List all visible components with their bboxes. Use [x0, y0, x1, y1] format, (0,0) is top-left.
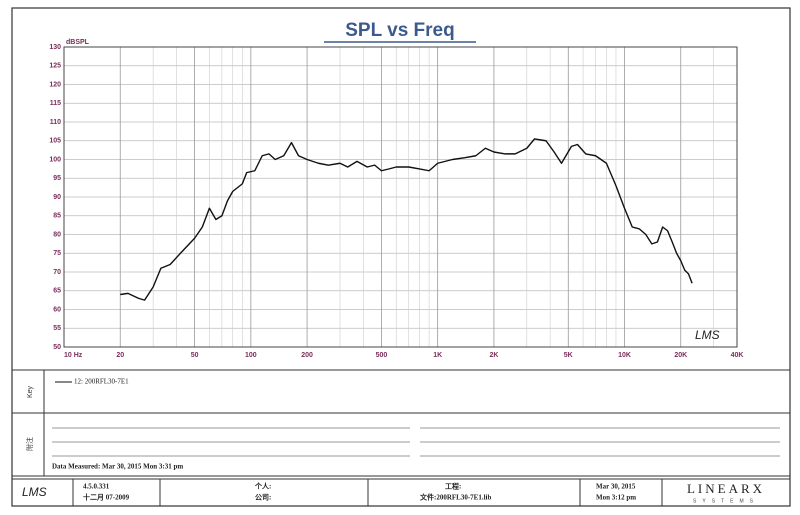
x-tick-label: 200 — [301, 352, 313, 359]
y-tick-label: 70 — [53, 269, 61, 276]
x-tick-label: 2K — [489, 352, 498, 359]
y-axis-label: dBSPL — [66, 39, 90, 46]
y-tick-label: 90 — [53, 194, 61, 201]
x-tick-label: 10 Hz — [64, 352, 83, 359]
y-tick-label: 85 — [53, 213, 61, 220]
y-tick-label: 130 — [49, 44, 61, 51]
legend-entry: 12: 200RFL30-7E1 — [74, 378, 129, 386]
time: Mon 3:12 pm — [596, 494, 636, 502]
y-tick-label: 75 — [53, 250, 61, 257]
x-tick-label: 100 — [245, 352, 257, 359]
x-tick-label: 10K — [618, 352, 631, 359]
watermark: LMS — [695, 328, 720, 342]
y-tick-label: 100 — [49, 156, 61, 163]
plot-frame — [63, 46, 738, 348]
note-lines — [52, 427, 780, 457]
footer-dividers — [72, 479, 663, 506]
x-tick-label: 50 — [191, 352, 199, 359]
outer-frame — [11, 7, 791, 507]
x-tick-label: 1K — [433, 352, 442, 359]
footer-logo: LMS — [22, 485, 47, 499]
y-tick-label: 125 — [49, 63, 61, 70]
y-tick-label: 60 — [53, 306, 61, 313]
x-tick-label: 20 — [116, 352, 124, 359]
date: Mar 30, 2015 — [596, 483, 636, 491]
company: 公司: — [255, 494, 271, 502]
brand: LINEARX — [687, 481, 765, 496]
personal: 个人: — [254, 482, 271, 491]
y-tick-label: 50 — [53, 344, 61, 351]
y-tick-label: 115 — [50, 100, 61, 107]
y-tick-label: 65 — [53, 288, 61, 295]
chart-title: SPL vs Freq — [345, 20, 454, 41]
x-tick-label: 40K — [731, 352, 744, 359]
y-tick-label: 120 — [49, 81, 61, 88]
y-tick-label: 110 — [50, 119, 61, 126]
project: 工程: — [445, 482, 461, 491]
x-tick-label: 5K — [564, 352, 573, 359]
file: 文件:200RFL30-7E1.lib — [420, 493, 491, 502]
key-label: Key — [27, 385, 34, 398]
y-tick-label: 80 — [53, 231, 61, 238]
x-tick-label: 500 — [376, 352, 388, 359]
x-tick-label: 20K — [674, 352, 687, 359]
notes-label: 附注 — [25, 437, 34, 451]
y-tick-label: 55 — [53, 325, 61, 332]
build-date: 十二月 07-2009 — [83, 493, 130, 502]
brand-sub: SYSTEMS — [693, 498, 759, 504]
y-tick-label: 95 — [53, 175, 61, 182]
measured-date: Data Measured: Mar 30, 2015 Mon 3:31 pm — [52, 463, 183, 471]
series-line — [120, 138, 693, 301]
version: 4.5.0.331 — [83, 483, 110, 491]
y-tick-label: 105 — [49, 138, 61, 145]
